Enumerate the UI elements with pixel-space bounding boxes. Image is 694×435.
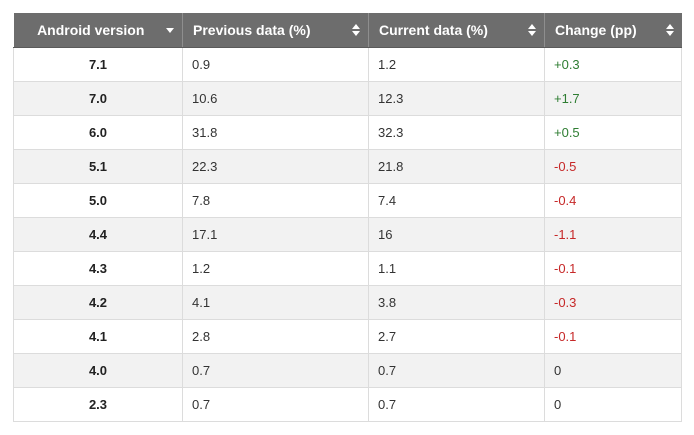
previous-data-cell: 31.8 [182,115,369,150]
change-cell: -0.5 [544,149,682,184]
table-row: 4.4 17.1 16 -1.1 [13,217,682,252]
version-cell: 4.3 [13,251,183,286]
change-cell: -0.1 [544,251,682,286]
previous-data-cell: 10.6 [182,81,369,116]
version-cell: 4.0 [13,353,183,388]
current-data-cell: 7.4 [368,183,545,218]
version-cell: 4.1 [13,319,183,354]
version-cell: 5.1 [13,149,183,184]
sort-both-icon[interactable] [527,23,537,37]
table-row: 7.0 10.6 12.3 +1.7 [13,81,682,116]
column-header-current-data[interactable]: Current data (%) [368,13,545,48]
current-data-cell: 1.2 [368,47,545,82]
table-body: 7.1 0.9 1.2 +0.3 7.0 10.6 12.3 +1.7 6.0 31.8 32.3 +… [13,47,682,422]
current-data-cell: 0.7 [368,353,545,388]
current-data-cell: 21.8 [368,149,545,184]
table-row: 5.0 7.8 7.4 -0.4 [13,183,682,218]
change-cell: +1.7 [544,81,682,116]
table-row: 4.3 1.2 1.1 -0.1 [13,251,682,286]
table-row: 7.1 0.9 1.2 +0.3 [13,47,682,82]
sort-both-icon[interactable] [665,23,675,37]
previous-data-cell: 4.1 [182,285,369,320]
column-header-label: Android version [37,22,145,38]
version-cell: 4.4 [13,217,183,252]
table-row: 5.1 22.3 21.8 -0.5 [13,149,682,184]
column-header-previous-data[interactable]: Previous data (%) [182,13,369,48]
current-data-cell: 0.7 [368,387,545,422]
change-cell: 0 [544,353,682,388]
current-data-cell: 2.7 [368,319,545,354]
version-cell: 2.3 [13,387,183,422]
column-header-change-pp[interactable]: Change (pp) [544,13,682,48]
column-header-label: Previous data (%) [193,22,311,38]
table-row: 4.0 0.7 0.7 0 [13,353,682,388]
android-version-table: Android version Previous data (%) Current … [13,13,682,422]
previous-data-cell: 22.3 [182,149,369,184]
previous-data-cell: 1.2 [182,251,369,286]
table-row: 4.1 2.8 2.7 -0.1 [13,319,682,354]
table-row: 6.0 31.8 32.3 +0.5 [13,115,682,150]
version-cell: 5.0 [13,183,183,218]
previous-data-cell: 7.8 [182,183,369,218]
change-cell: +0.3 [544,47,682,82]
column-header-label: Change (pp) [555,22,637,38]
change-cell: -0.4 [544,183,682,218]
table-row: 2.3 0.7 0.7 0 [13,387,682,422]
previous-data-cell: 17.1 [182,217,369,252]
change-cell: -0.1 [544,319,682,354]
sort-both-icon[interactable] [351,23,361,37]
version-cell: 7.1 [13,47,183,82]
previous-data-cell: 2.8 [182,319,369,354]
previous-data-cell: 0.9 [182,47,369,82]
table-row: 4.2 4.1 3.8 -0.3 [13,285,682,320]
current-data-cell: 12.3 [368,81,545,116]
version-cell: 4.2 [13,285,183,320]
current-data-cell: 3.8 [368,285,545,320]
previous-data-cell: 0.7 [182,387,369,422]
version-cell: 6.0 [13,115,183,150]
previous-data-cell: 0.7 [182,353,369,388]
change-cell: +0.5 [544,115,682,150]
current-data-cell: 32.3 [368,115,545,150]
header-row: Android version Previous data (%) Current … [13,13,682,48]
change-cell: -0.3 [544,285,682,320]
column-header-android-version[interactable]: Android version [13,13,183,48]
change-cell: -1.1 [544,217,682,252]
sort-descending-icon[interactable] [165,23,175,37]
version-cell: 7.0 [13,81,183,116]
current-data-cell: 16 [368,217,545,252]
table-header: Android version Previous data (%) Current … [13,13,682,48]
current-data-cell: 1.1 [368,251,545,286]
change-cell: 0 [544,387,682,422]
data-table-container: Android version Previous data (%) Current … [13,13,682,422]
column-header-label: Current data (%) [379,22,488,38]
